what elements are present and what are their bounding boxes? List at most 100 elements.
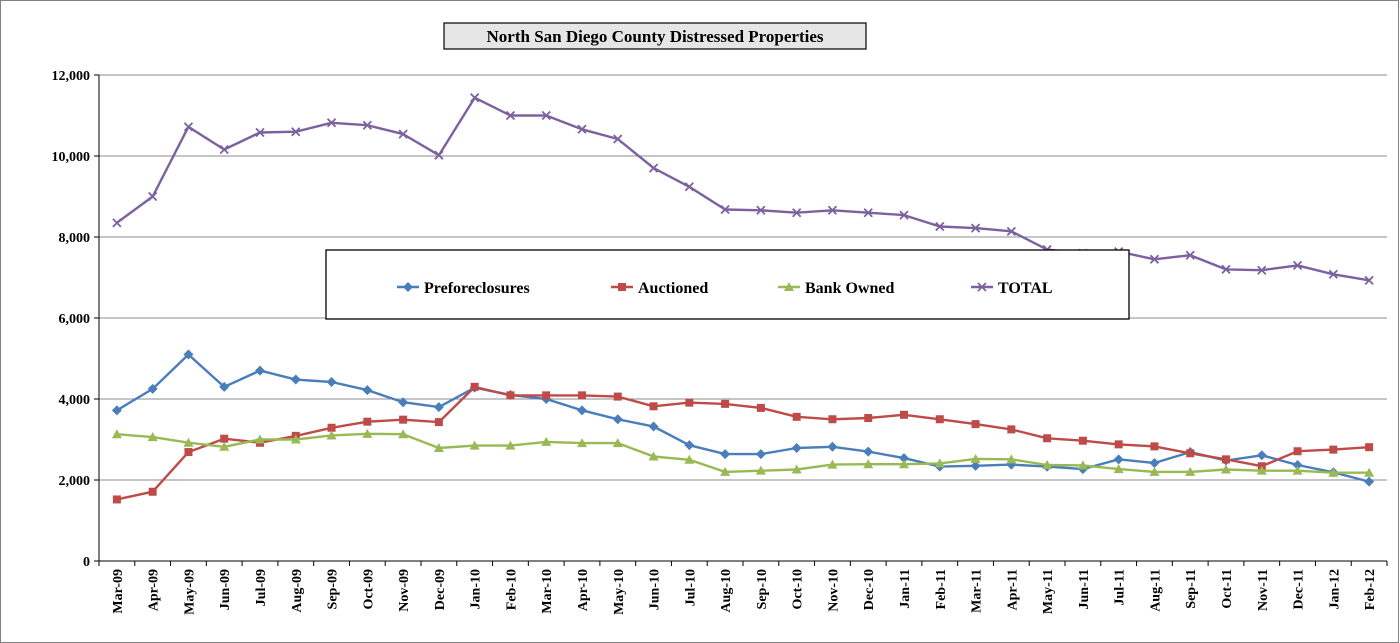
x-tick-label: Sep-09 [326, 569, 341, 609]
data-point [756, 205, 766, 215]
legend-entry: Bank Owned [778, 280, 894, 297]
series-auctioned [112, 382, 1374, 504]
series-bank-owned [111, 428, 1375, 477]
data-point [506, 391, 515, 400]
legend-marker [618, 283, 626, 291]
data-point [147, 432, 158, 442]
chart-title: North San Diego County Distressed Proper… [487, 27, 824, 46]
data-point [863, 208, 873, 218]
data-point [1114, 440, 1123, 449]
data-point [1221, 264, 1231, 275]
data-point [1328, 467, 1339, 477]
y-tick-label: 8,000 [59, 231, 91, 246]
data-point [1328, 269, 1338, 279]
data-point [470, 382, 479, 391]
data-point [363, 417, 372, 426]
data-point [755, 449, 766, 460]
data-point [791, 443, 802, 454]
data-point [326, 376, 337, 387]
legend-box [325, 249, 1130, 320]
data-point [290, 434, 301, 444]
data-point [1149, 466, 1160, 476]
data-point [1043, 434, 1052, 443]
data-point [721, 399, 730, 408]
data-point [470, 93, 480, 103]
data-point [505, 110, 516, 121]
data-point [1042, 460, 1053, 470]
data-point [183, 122, 194, 132]
data-point [219, 441, 230, 451]
legend-entry: Preforeclosures [397, 280, 530, 297]
data-point [792, 412, 801, 421]
data-point [434, 150, 444, 160]
data-point [934, 458, 945, 468]
data-point [684, 440, 695, 451]
x-tick-label: Mar-10 [540, 569, 555, 614]
data-point [578, 391, 586, 400]
x-tick-label: Apr-11 [1005, 569, 1020, 610]
data-point [648, 163, 659, 173]
x-tick-label: Mar-09 [111, 569, 126, 614]
data-point [291, 127, 301, 137]
data-point [255, 127, 265, 138]
data-point [433, 443, 444, 453]
data-point [148, 487, 157, 496]
legend-entry: TOTAL [971, 280, 1053, 297]
data-point [255, 434, 265, 444]
data-point [541, 110, 551, 121]
x-tick-label: Dec-11 [1292, 569, 1307, 609]
x-tick-label: Oct-10 [791, 569, 806, 609]
x-tick-label: Dec-10 [862, 569, 877, 610]
data-point [899, 210, 909, 220]
data-point [612, 438, 623, 448]
y-tick-label: 6,000 [59, 312, 91, 327]
data-point [1078, 436, 1087, 445]
data-point [1257, 265, 1267, 275]
data-point [1006, 454, 1017, 464]
data-point [755, 465, 766, 475]
data-point [1222, 455, 1230, 464]
x-tick-label: May-09 [182, 569, 197, 615]
data-point [577, 405, 587, 416]
x-tick-label: May-10 [612, 569, 627, 615]
data-point [220, 434, 229, 443]
x-tick-label: Jan-11 [898, 569, 913, 609]
y-tick-label: 4,000 [59, 393, 91, 408]
data-point [148, 191, 158, 202]
x-tick-label: Jun-11 [1077, 569, 1092, 609]
data-point [971, 420, 980, 429]
x-tick-label: Feb-10 [504, 569, 519, 610]
data-point [505, 440, 516, 450]
data-point [720, 449, 731, 460]
data-point [1256, 465, 1267, 475]
data-point [1006, 226, 1016, 236]
data-point [433, 402, 444, 413]
x-tick-label: Mar-11 [970, 569, 985, 613]
data-point [219, 381, 230, 392]
series-line [116, 96, 1370, 282]
data-point [398, 397, 409, 408]
data-point [1365, 443, 1374, 452]
x-tick-label: Jul-09 [254, 569, 269, 606]
legend-items: Preforeclosures Auctioned Bank Owned TOTAL [397, 280, 1053, 297]
data-point [1292, 465, 1303, 475]
x-tick-label: Aug-09 [290, 569, 305, 613]
data-point [112, 218, 122, 228]
data-point [935, 415, 944, 424]
data-point [1149, 254, 1160, 264]
x-tick-label: Nov-09 [397, 569, 412, 612]
series-line [116, 385, 1370, 501]
legend-marker [784, 282, 794, 291]
data-point [362, 428, 373, 438]
data-point [720, 204, 730, 215]
legend-label: TOTAL [998, 280, 1053, 297]
data-point [970, 223, 981, 233]
x-tick-label: Apr-09 [147, 569, 162, 611]
data-point [1007, 425, 1016, 434]
data-point [828, 415, 837, 424]
x-tick-label: Jan-10 [469, 569, 484, 609]
data-point [900, 410, 908, 419]
data-point [111, 429, 122, 439]
